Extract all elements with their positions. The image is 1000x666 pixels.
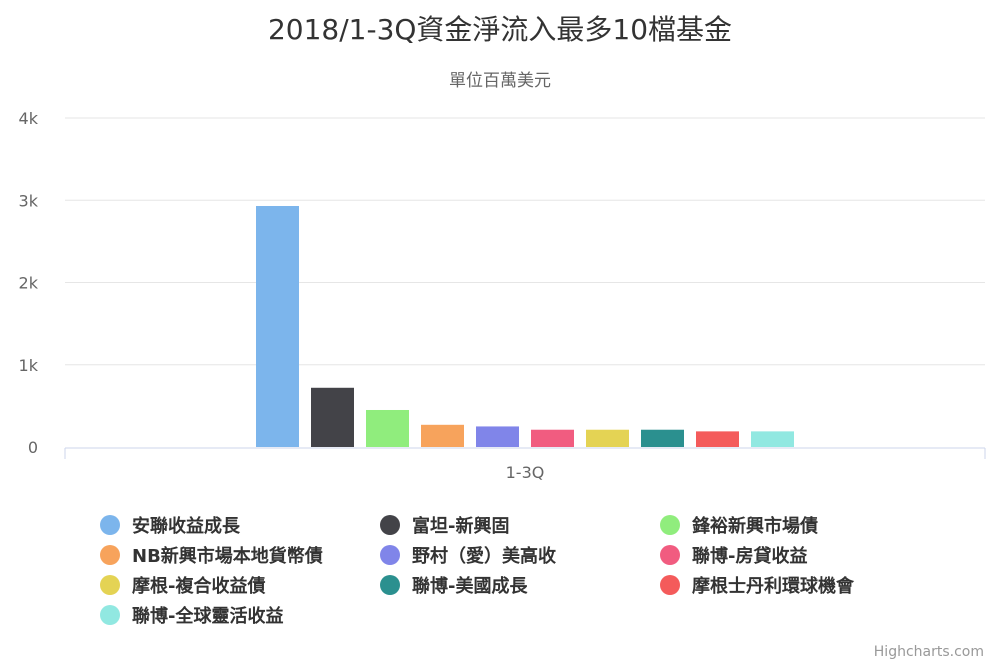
legend-item[interactable]: 鋒裕新興市場債 [660, 510, 818, 540]
bar[interactable] [641, 429, 684, 447]
legend-item[interactable]: 聯博-美國成長 [380, 570, 527, 600]
legend-marker-icon [100, 605, 120, 625]
legend-marker-icon [380, 575, 400, 595]
legend-marker-icon [380, 545, 400, 565]
chart-subtitle: 單位百萬美元 [449, 71, 551, 91]
legend-item[interactable]: 富坦-新興固 [380, 510, 509, 540]
legend-item[interactable]: NB新興市場本地貨幣債 [100, 540, 323, 570]
legend-label: 鋒裕新興市場債 [692, 516, 818, 537]
credits-link[interactable]: Highcharts.com [873, 644, 984, 660]
bar[interactable] [586, 429, 629, 447]
legend-label: 聯博-美國成長 [412, 576, 528, 597]
bar[interactable] [366, 409, 409, 447]
legend-marker-icon [660, 545, 680, 565]
legend-item[interactable]: 摩根士丹利環球機會 [660, 570, 854, 600]
legend-label: NB新興市場本地貨幣債 [132, 546, 323, 567]
y-tick-label: 2k [19, 274, 39, 293]
legend-label: 富坦-新興固 [412, 516, 510, 537]
legend-marker-icon [660, 515, 680, 535]
bar[interactable] [476, 426, 519, 447]
chart-title: 2018/1-3Q資金淨流入最多10檔基金 [267, 13, 733, 46]
legend-marker-icon [100, 575, 120, 595]
legend-marker-icon [660, 575, 680, 595]
y-tick-label: 0 [28, 438, 38, 457]
bar[interactable] [751, 431, 794, 447]
legend-label: 安聯收益成長 [132, 516, 240, 537]
legend-label: 野村（愛）美高收 [412, 546, 556, 567]
legend-label: 摩根-複合收益債 [132, 576, 266, 597]
bar[interactable] [696, 431, 739, 447]
bar[interactable] [256, 206, 299, 447]
bar[interactable] [421, 424, 464, 447]
legend-label: 摩根士丹利環球機會 [692, 576, 854, 597]
legend-marker-icon [100, 515, 120, 535]
legend-item[interactable]: 安聯收益成長 [100, 510, 240, 540]
x-tick-label: 1-3Q [506, 463, 545, 482]
bar[interactable] [311, 387, 354, 447]
legend-item[interactable]: 摩根-複合收益債 [100, 570, 265, 600]
legend-label: 聯博-全球靈活收益 [132, 606, 284, 627]
legend-marker-icon [100, 545, 120, 565]
legend-item[interactable]: 聯博-全球靈活收益 [100, 600, 283, 630]
legend-label: 聯博-房貸收益 [692, 546, 808, 567]
legend-item[interactable]: 聯博-房貸收益 [660, 540, 807, 570]
bar[interactable] [531, 429, 574, 447]
y-tick-label: 4k [19, 109, 39, 128]
y-tick-label: 3k [19, 191, 39, 210]
y-tick-label: 1k [19, 356, 39, 375]
legend-marker-icon [380, 515, 400, 535]
legend-item[interactable]: 野村（愛）美高收 [380, 540, 556, 570]
